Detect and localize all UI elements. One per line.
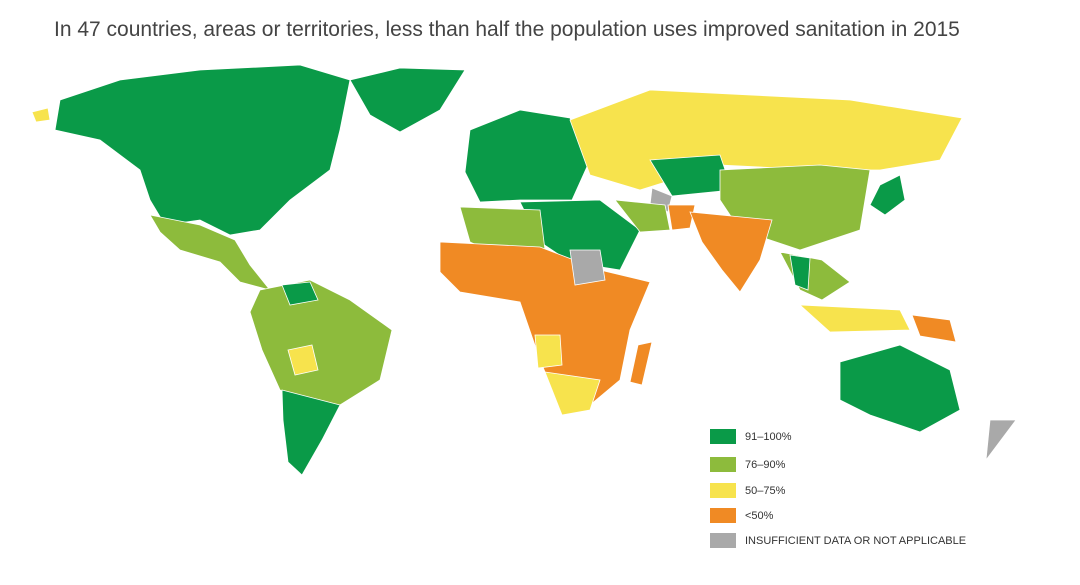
angola [534, 334, 563, 369]
india [689, 211, 773, 293]
legend-label: INSUFFICIENT DATA OR NOT APPLICABLE [745, 535, 966, 547]
legend-swatch [710, 508, 736, 523]
world-map [31, 64, 1017, 476]
japan-korea [869, 174, 906, 216]
south-africa [544, 371, 601, 416]
afghanistan [667, 204, 696, 231]
legend-swatch [710, 429, 736, 444]
southern-cone [281, 389, 341, 476]
legend-swatch [710, 483, 736, 498]
sudan-somalia [569, 249, 606, 286]
greenland [349, 67, 466, 133]
legend-label: 50–75% [745, 485, 786, 497]
australia [839, 344, 961, 433]
legend-label: <50% [745, 510, 774, 522]
iran [614, 199, 671, 233]
legend-swatch [710, 457, 736, 472]
europe [464, 109, 591, 203]
title: In 47 countries, areas or territories, l… [54, 18, 960, 41]
legend-swatch [710, 533, 736, 548]
bolivia [287, 344, 319, 376]
north-america [54, 64, 351, 236]
indonesia [798, 304, 911, 333]
venezuela [281, 281, 319, 306]
madagascar [629, 341, 653, 386]
south-america [249, 279, 393, 406]
legend-label: 76–90% [745, 459, 786, 471]
alaska-islands [31, 107, 51, 123]
legend-label: 91–100% [745, 431, 792, 443]
new-zealand [985, 419, 1017, 462]
new-guinea [911, 314, 957, 343]
central-america [149, 214, 272, 291]
thailand [789, 254, 811, 291]
legend: 91–100% 76–90% 50–75% <50% INSUFFICIENT DATA… [710, 429, 966, 548]
